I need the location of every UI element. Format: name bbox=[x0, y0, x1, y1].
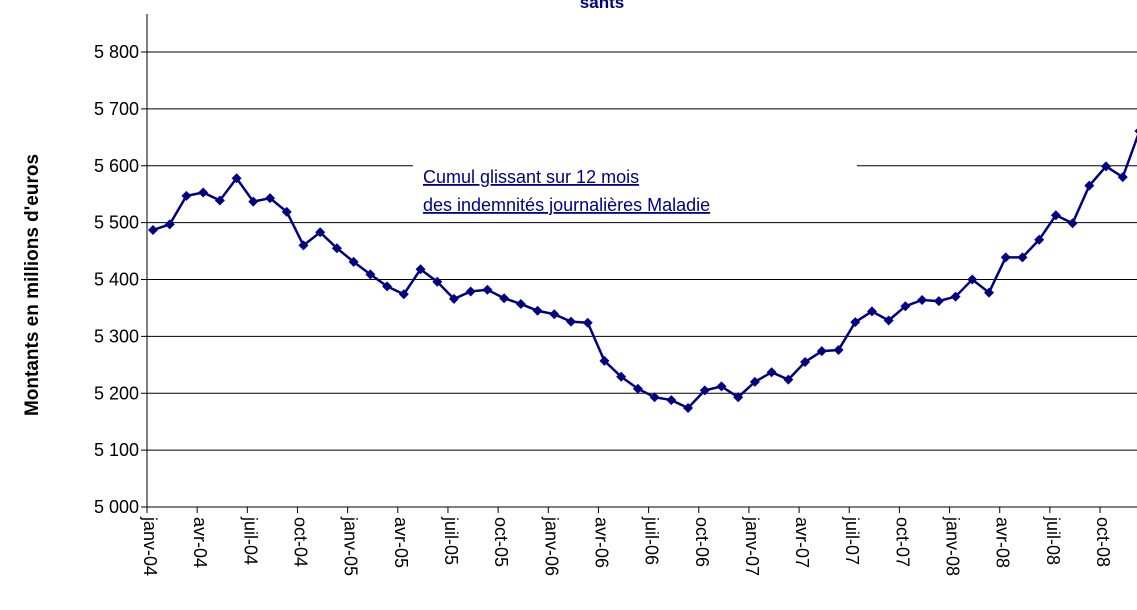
annotation: Cumul glissant sur 12 mois bbox=[423, 167, 639, 187]
marker bbox=[649, 392, 660, 403]
y-tick-label: 5 000 bbox=[94, 497, 139, 517]
x-tick-label: juil-06 bbox=[642, 516, 662, 565]
marker bbox=[248, 196, 259, 207]
marker bbox=[465, 286, 476, 297]
marker bbox=[198, 187, 209, 198]
marker bbox=[1084, 180, 1095, 191]
y-tick-label: 5 500 bbox=[94, 213, 139, 233]
x-tick-label: janv-08 bbox=[943, 516, 963, 576]
x-tick-label: oct-04 bbox=[290, 517, 310, 567]
marker bbox=[499, 293, 510, 304]
marker bbox=[716, 381, 727, 392]
marker bbox=[866, 306, 877, 317]
marker bbox=[683, 403, 694, 414]
marker bbox=[532, 305, 543, 316]
marker bbox=[298, 240, 309, 251]
x-tick-label: avr-07 bbox=[792, 517, 812, 568]
x-tick-label: janv-04 bbox=[140, 516, 160, 576]
x-tick-label: avr-04 bbox=[190, 517, 210, 568]
x-tick-label: oct-07 bbox=[892, 517, 912, 567]
marker bbox=[699, 385, 710, 396]
marker bbox=[816, 346, 827, 357]
marker bbox=[1017, 252, 1028, 263]
x-tick-label: juil-04 bbox=[240, 516, 260, 565]
chart-title: sants bbox=[580, 0, 624, 12]
marker bbox=[632, 383, 643, 394]
marker bbox=[733, 392, 744, 403]
marker bbox=[348, 256, 359, 267]
y-tick-label: 5 600 bbox=[94, 156, 139, 176]
x-tick-label: oct-05 bbox=[491, 517, 511, 567]
marker bbox=[582, 317, 593, 328]
marker bbox=[566, 316, 576, 327]
x-tick-label: oct-08 bbox=[1093, 517, 1113, 567]
marker bbox=[967, 274, 978, 285]
marker bbox=[365, 269, 376, 280]
x-tick-label: juil-08 bbox=[1043, 516, 1063, 565]
marker bbox=[766, 367, 777, 378]
marker bbox=[331, 243, 342, 254]
marker bbox=[265, 193, 276, 204]
marker bbox=[281, 206, 292, 217]
marker bbox=[398, 289, 409, 300]
marker bbox=[315, 227, 326, 238]
x-tick-label: janv-05 bbox=[341, 516, 361, 576]
x-tick-label: juil-07 bbox=[842, 516, 862, 565]
marker bbox=[1067, 218, 1078, 229]
marker bbox=[1134, 128, 1137, 134]
marker bbox=[616, 371, 627, 382]
marker bbox=[515, 298, 526, 309]
marker bbox=[800, 356, 811, 367]
marker bbox=[148, 225, 158, 236]
marker bbox=[950, 291, 961, 302]
x-tick-label: avr-06 bbox=[591, 517, 611, 568]
marker bbox=[1034, 234, 1045, 245]
marker bbox=[214, 195, 225, 206]
annotation-box bbox=[413, 160, 857, 220]
marker bbox=[883, 315, 894, 326]
marker bbox=[181, 190, 192, 201]
marker bbox=[900, 301, 911, 312]
y-tick-label: 5 400 bbox=[94, 270, 139, 290]
x-tick-label: avr-08 bbox=[993, 517, 1013, 568]
marker bbox=[599, 355, 610, 366]
marker bbox=[984, 287, 994, 298]
marker bbox=[1101, 161, 1112, 172]
marker bbox=[231, 173, 242, 184]
x-tick-label: avr-05 bbox=[391, 517, 411, 568]
y-tick-label: 5 100 bbox=[94, 440, 139, 460]
y-tick-label: 5 200 bbox=[94, 383, 139, 403]
marker bbox=[1000, 252, 1011, 263]
marker bbox=[415, 264, 426, 275]
y-axis-title: Montants en millions d'euros bbox=[22, 154, 43, 416]
marker bbox=[382, 281, 393, 292]
marker bbox=[549, 309, 560, 320]
marker bbox=[432, 276, 443, 287]
y-tick-label: 5 300 bbox=[94, 326, 139, 346]
x-tick-label: janv-06 bbox=[541, 516, 561, 576]
marker bbox=[1117, 172, 1128, 183]
y-tick-label: 5 700 bbox=[94, 99, 139, 119]
annotation: des indemnités journalières Maladie bbox=[423, 195, 710, 215]
x-tick-label: juil-05 bbox=[441, 516, 461, 565]
y-tick-label: 5 800 bbox=[94, 42, 139, 62]
x-tick-label: oct-06 bbox=[692, 517, 712, 567]
marker bbox=[783, 374, 794, 385]
marker bbox=[850, 317, 861, 328]
marker bbox=[666, 395, 677, 406]
marker bbox=[917, 294, 928, 305]
x-tick-label: janv-07 bbox=[742, 516, 762, 576]
marker bbox=[933, 296, 944, 307]
marker bbox=[833, 345, 844, 356]
marker bbox=[448, 293, 459, 304]
marker bbox=[1050, 210, 1061, 221]
marker bbox=[749, 376, 760, 387]
marker bbox=[164, 219, 175, 230]
marker bbox=[482, 284, 493, 295]
